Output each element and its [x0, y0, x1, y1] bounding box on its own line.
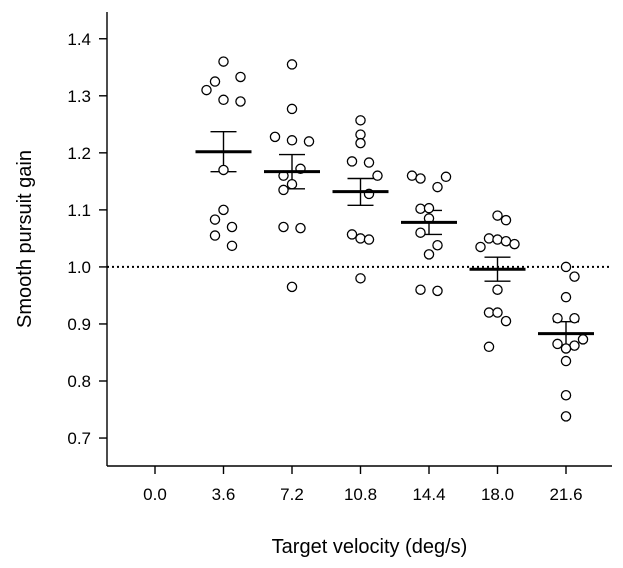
data-point	[209, 76, 221, 87]
data-point	[500, 214, 512, 226]
data-point	[363, 234, 375, 245]
data-point	[569, 271, 580, 282]
data-point	[286, 135, 298, 146]
y-tick-label: 1.1	[67, 201, 91, 220]
x-tick-label: 0.0	[143, 485, 167, 504]
data-point	[492, 284, 503, 295]
group-7.2	[264, 59, 320, 293]
data-point	[500, 315, 512, 327]
data-point	[286, 103, 298, 115]
data-point	[492, 234, 503, 245]
x-tick-label: 14.4	[412, 485, 445, 504]
y-axis-ticks: 0.7 0.8 0.9 1.0 1.1 1.2 1.3 1.4	[67, 30, 107, 448]
data-point	[295, 222, 306, 234]
data-point	[355, 129, 366, 140]
data-point	[355, 233, 366, 244]
data-point	[552, 313, 563, 324]
data-point	[577, 334, 589, 345]
data-point	[363, 157, 375, 168]
group-21.6	[538, 261, 594, 422]
y-tick-label: 0.8	[67, 372, 91, 391]
y-tick-label: 1.4	[67, 30, 91, 49]
x-tick-label: 7.2	[280, 485, 304, 504]
data-point	[492, 307, 503, 318]
data-point	[355, 273, 366, 284]
x-axis-label: Target velocity (deg/s)	[272, 536, 468, 558]
data-point	[560, 343, 572, 354]
data-point	[432, 239, 443, 251]
data-point	[218, 94, 229, 106]
data-point	[346, 156, 358, 167]
data-point	[218, 204, 229, 216]
data-point	[406, 170, 418, 181]
data-point	[269, 131, 281, 143]
data-point	[423, 249, 435, 260]
x-tick-label: 18.0	[481, 485, 514, 504]
y-tick-label: 1.0	[67, 258, 91, 277]
x-tick-label: 10.8	[344, 485, 377, 504]
x-tick-label: 21.6	[549, 485, 582, 504]
data-point	[226, 221, 238, 233]
x-axis-ticks: 0.0 3.6 7.2 10.8 14.4 18.0 21.6	[143, 466, 583, 504]
group-18.0	[469, 210, 526, 353]
data-point	[201, 84, 212, 96]
group-10.8	[332, 115, 389, 284]
data-point	[560, 355, 572, 367]
data-point	[226, 240, 238, 252]
data-point	[560, 390, 572, 401]
data-point	[483, 307, 495, 318]
data-point	[483, 341, 495, 353]
data-point	[355, 137, 366, 149]
data-point	[475, 241, 486, 253]
data-point	[372, 170, 383, 181]
data-point	[415, 284, 426, 295]
data-point	[492, 210, 503, 221]
data-point	[432, 285, 443, 297]
data-point	[218, 164, 229, 176]
group-14.4	[401, 170, 457, 297]
y-axis-label: Smooth pursuit gain	[14, 150, 36, 328]
data-point	[209, 230, 221, 241]
axes	[106, 12, 612, 467]
data-point	[218, 56, 229, 67]
data-groups	[195, 56, 594, 422]
data-point	[286, 178, 298, 190]
data-point	[483, 233, 495, 244]
y-tick-label: 1.3	[67, 87, 91, 106]
data-point	[560, 291, 572, 303]
data-point	[235, 71, 246, 83]
y-tick-label: 1.2	[67, 144, 91, 163]
data-point	[509, 238, 520, 250]
data-point	[415, 173, 426, 184]
data-point	[286, 59, 298, 70]
data-point	[569, 313, 580, 324]
data-point	[423, 202, 435, 214]
data-point	[415, 227, 426, 238]
data-point	[440, 171, 452, 183]
data-point	[500, 236, 512, 247]
data-point	[560, 411, 572, 422]
data-point	[286, 281, 298, 293]
data-point	[235, 96, 246, 107]
data-point	[415, 203, 426, 214]
y-tick-label: 0.9	[67, 315, 91, 334]
data-point	[209, 214, 221, 225]
data-point	[552, 338, 563, 350]
data-point	[355, 115, 366, 126]
data-point	[278, 184, 289, 196]
x-tick-label: 3.6	[212, 485, 236, 504]
data-point	[432, 181, 443, 193]
data-point	[346, 229, 358, 240]
y-tick-label: 0.7	[67, 429, 91, 448]
data-point	[569, 340, 580, 351]
data-point	[278, 221, 289, 233]
data-point	[560, 261, 572, 273]
data-point	[303, 136, 315, 147]
group-3.6	[195, 56, 252, 252]
